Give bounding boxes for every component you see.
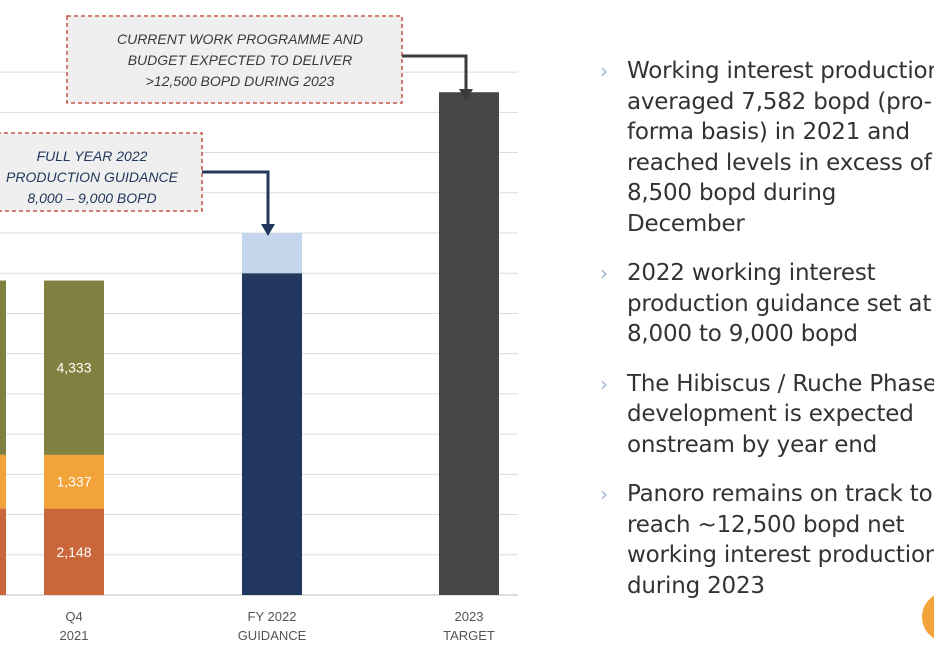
annotation-text: 8,000 – 9,000 BOPD	[27, 190, 156, 206]
bullet-text-line: 2022 working interest	[627, 260, 876, 286]
annotation-text: PRODUCTION GUIDANCE	[6, 169, 179, 185]
bullet-text-line: Panoro remains on track to	[627, 481, 933, 507]
bullet-text-line: Working interest production	[627, 58, 934, 84]
chevron-right-icon: ›	[600, 59, 608, 83]
x-tick-label: FY 2022	[248, 609, 297, 624]
bullet-text-line: averaged 7,582 bopd (pro-	[627, 88, 932, 115]
bullet-text-line: during 2023	[627, 572, 765, 599]
chart-bars	[0, 92, 499, 595]
bullet-text-line: The Hibiscus / Ruche Phase 1	[627, 370, 934, 397]
bullet-item: › Panoro remains on track to reach ~12,500…	[600, 479, 934, 601]
annotation-text: FULL YEAR 2022	[37, 148, 148, 164]
page-number-badge	[922, 592, 934, 642]
bar-segment	[44, 280, 104, 455]
x-tick-sublabel: 2021	[60, 628, 89, 643]
chart-annotations: CURRENT WORK PROGRAMME AND BUDGET EXPECTE…	[0, 15, 473, 236]
key-points-list: › Working interest production averaged 7,5…	[600, 56, 934, 620]
production-chart: 2,148 1,337 4,333 Q4 2021 FY 2022 GUIDANCE 202…	[0, 15, 518, 643]
annotation-text: CURRENT WORK PROGRAMME AND	[117, 31, 363, 47]
bullet-text-line: reach ~12,500 bopd net	[627, 511, 905, 538]
bar-data-label: 4,333	[56, 360, 91, 376]
bullet-item: › Working interest production averaged 7,5…	[600, 56, 934, 239]
bar-data-label: 1,337	[56, 474, 91, 490]
bullet-text-line: working interest production	[627, 542, 934, 568]
annotation-text: >12,500 BOPD DURING 2023	[146, 73, 335, 89]
bar-segment	[439, 92, 499, 595]
bullet-text-line: December	[627, 210, 745, 237]
annotation-arrowhead	[261, 224, 275, 236]
bullet-text-line: production guidance set at	[627, 290, 932, 317]
bar-data-label: 2,148	[56, 544, 91, 560]
annotation-arrow	[402, 54, 468, 91]
annotation-text: BUDGET EXPECTED TO DELIVER	[128, 52, 353, 68]
annotation-arrowhead	[459, 89, 473, 101]
bullet-text-line: forma basis) in 2021 and	[627, 119, 910, 145]
chevron-right-icon: ›	[600, 482, 608, 506]
bullet-item: › 2022 working interest production guidanc…	[600, 258, 934, 350]
partial-bar-segment	[0, 508, 6, 595]
bar-segment	[242, 273, 302, 595]
annotation-arrow	[202, 170, 270, 226]
partial-bar-segment	[0, 280, 6, 455]
annotation-box	[66, 15, 403, 104]
chart-data-labels: 2,148 1,337 4,333	[56, 360, 91, 560]
bar-segment	[44, 454, 104, 509]
bullet-text-line: 8,000 to 9,000 bopd	[627, 321, 858, 347]
x-tick-label: Q4	[65, 609, 82, 624]
chevron-right-icon: ›	[600, 371, 608, 396]
x-tick-label: 2023	[455, 609, 484, 624]
bar-segment	[44, 508, 104, 595]
chart-x-labels: Q4 2021 FY 2022 GUIDANCE 2023 TARGET	[60, 609, 495, 643]
bullet-text-line: onstream by year end	[627, 431, 878, 458]
chevron-right-icon: ›	[600, 261, 608, 285]
bullet-text-line: 8,500 bopd during	[627, 180, 837, 206]
bullet-text-line: development is expected	[627, 401, 914, 427]
partial-bar-segment	[0, 454, 6, 509]
annotation-box	[0, 132, 203, 212]
x-tick-sublabel: TARGET	[443, 628, 495, 643]
x-tick-sublabel: GUIDANCE	[238, 628, 307, 643]
bullet-text-line: reached levels in excess of	[627, 149, 932, 176]
bar-segment	[242, 233, 302, 274]
bullet-item: › The Hibiscus / Ruche Phase 1 development…	[600, 369, 934, 461]
